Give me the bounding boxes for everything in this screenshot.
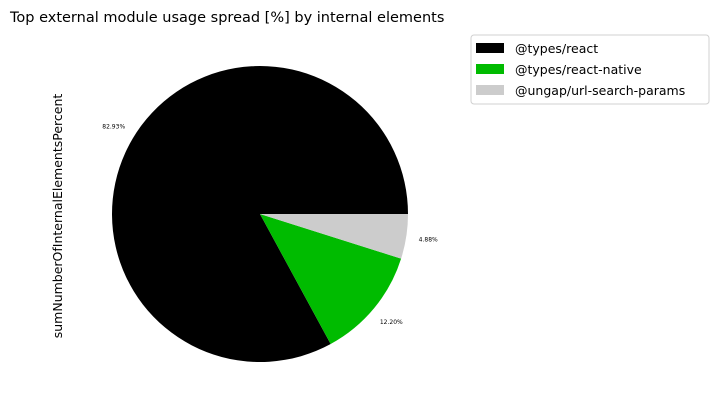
pie-slices [111,65,408,362]
pie-slice-1 [260,214,402,345]
pie-slice-0 [111,65,408,362]
legend-swatch-1 [476,64,504,74]
y-axis-label: sumNumberOfInternalElementsPercent [50,94,65,339]
legend-swatch-2 [476,85,504,95]
pie-slice-label-1: 12.20% [380,319,403,326]
legend-label-1: @types/react-native [515,62,642,77]
legend-label-0: @types/react [515,41,598,56]
pie-slice-2 [260,214,408,259]
pie-slice-label-2: 4.88% [419,236,438,243]
chart-title: Top external module usage spread [%] by … [9,10,444,26]
pie-slice-labels: 82.93% 12.20% 4.88% [102,124,438,326]
legend: @types/react @types/react-native @ungap/ur… [470,34,710,105]
pie-slice-label-0: 82.93% [102,124,125,131]
legend-swatch-0 [476,43,504,53]
legend-label-2: @ungap/url-search-params [515,83,685,98]
legend-frame [470,34,710,105]
